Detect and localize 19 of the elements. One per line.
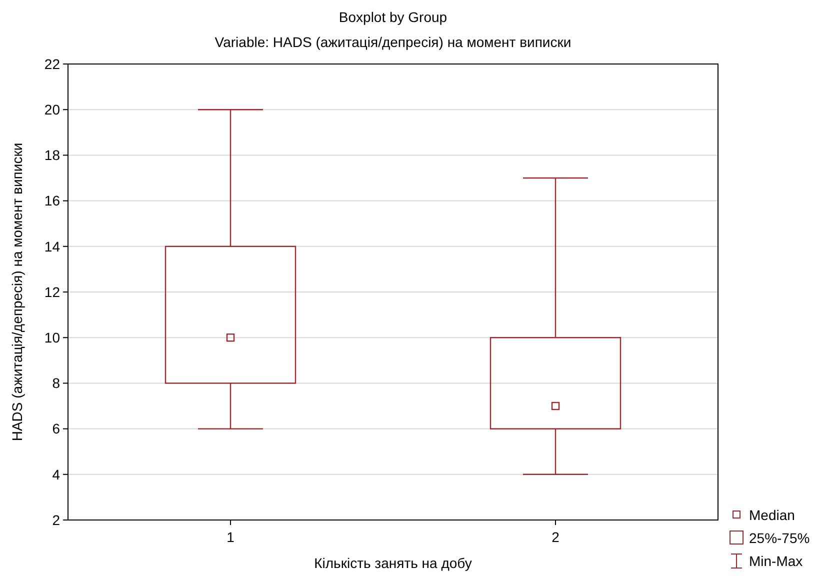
y-axis-title: HADS (ажитація/депресія) на момент виписки bbox=[9, 142, 25, 442]
x-tick-label: 1 bbox=[226, 529, 235, 545]
chart-subtitle: Variable: HADS (ажитація/депресія) на момент виписки bbox=[214, 34, 572, 50]
y-tick-label: 2 bbox=[52, 512, 60, 528]
text: Min-Max bbox=[749, 552, 803, 569]
y-tick-label: 8 bbox=[52, 375, 60, 392]
y-tick-label: 18 bbox=[44, 147, 60, 164]
chart-title: Boxplot by Group bbox=[338, 9, 448, 25]
y-tick-label: 6 bbox=[52, 420, 60, 437]
y-tick-label: 14 bbox=[44, 238, 60, 254]
y-tick-label: 10 bbox=[44, 330, 60, 346]
y-tick-label: 20 bbox=[44, 102, 60, 118]
y-tick-label: 22 bbox=[44, 56, 60, 72]
y-tick-label: 12 bbox=[44, 284, 60, 300]
y-tick-label: 4 bbox=[52, 466, 60, 482]
x-axis-title: Кількість занять на добу bbox=[314, 555, 472, 571]
y-tick-label: 16 bbox=[44, 192, 60, 209]
text: Median bbox=[749, 506, 795, 523]
text: 25%-75% bbox=[749, 530, 810, 546]
